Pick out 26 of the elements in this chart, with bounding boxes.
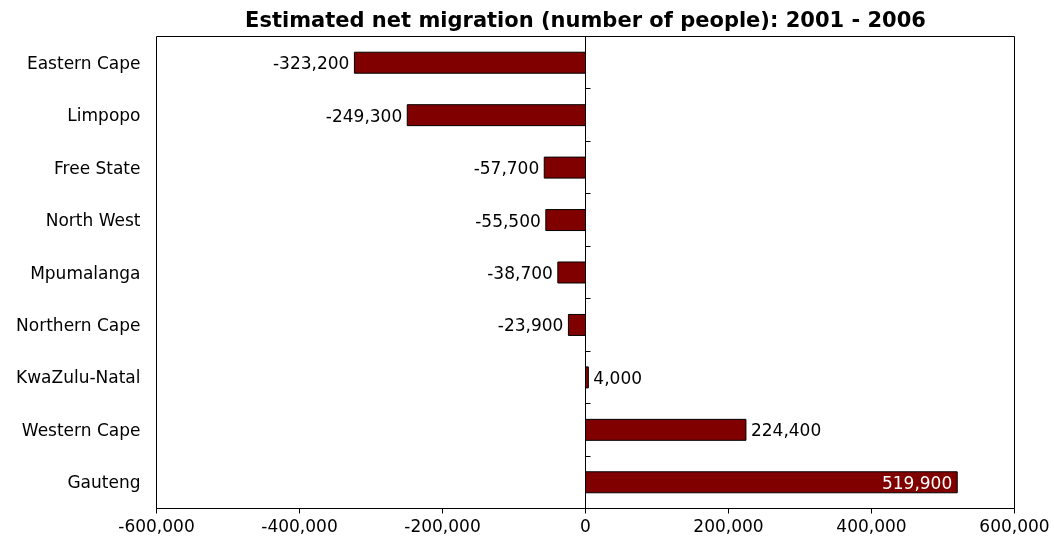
x-tick-label: 600,000 [979,515,1050,536]
x-tick-label: -200,000 [404,515,481,536]
x-tick-label: 400,000 [836,515,907,536]
y-tick-label: Northern Cape [16,314,141,335]
y-tick-label: KwaZulu-Natal [16,367,141,388]
y-tick-label: Western Cape [21,419,141,440]
y-tick-label: North West [45,210,141,231]
data-label: -57,700 [473,158,540,179]
data-label: 519,900 [881,472,953,493]
y-tick-label: Limpopo [67,105,141,126]
data-label: 224,400 [750,420,822,441]
y-tick-label: Mpumalanga [30,262,141,283]
data-label: -323,200 [272,53,350,74]
y-tick-label: Eastern Cape [26,52,141,73]
y-tick-label: Gauteng [67,472,141,493]
data-label: -249,300 [325,105,403,126]
data-label: -38,700 [487,263,553,283]
data-label: 4,000 [593,367,643,388]
x-tick-label: 200,000 [693,515,764,536]
y-tick-label: Free State [54,157,141,178]
data-label: -55,500 [475,210,541,231]
x-tick-label: -600,000 [118,515,195,536]
x-tick-label: 0 [580,515,591,536]
chart-title: Estimated net migration (number of people): 2001 - 2006 [245,7,926,32]
data-label: -23,900 [497,315,564,336]
x-tick-label: -400,000 [261,515,338,536]
